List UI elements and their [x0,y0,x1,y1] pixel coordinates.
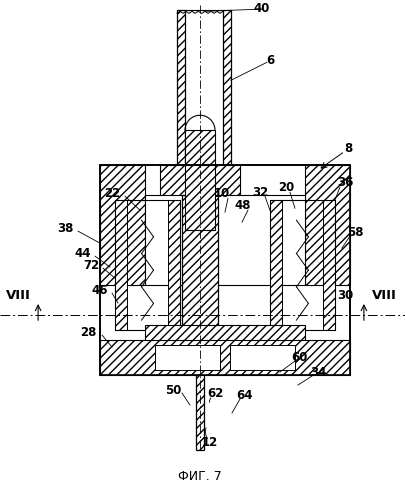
Bar [145,195,304,285]
Bar [100,165,145,285]
Text: 38: 38 [57,222,73,235]
Text: 6: 6 [265,54,273,67]
Text: 60: 60 [291,351,307,364]
Bar [100,165,349,375]
Bar [222,10,230,165]
Bar [168,200,179,330]
Bar [177,10,185,165]
Text: 12: 12 [201,436,217,449]
Bar [322,200,334,330]
Bar [145,325,304,355]
Text: VIII: VIII [6,288,30,301]
Text: 34: 34 [309,366,325,379]
Text: 64: 64 [236,389,253,402]
Bar [229,345,294,370]
Text: 28: 28 [80,326,96,339]
Text: 36: 36 [336,176,352,189]
Text: 40: 40 [253,2,269,15]
Text: ФИГ. 7: ФИГ. 7 [178,470,221,483]
Text: 10: 10 [213,187,230,200]
Bar [160,165,239,230]
Bar [115,200,179,330]
Text: 8: 8 [343,142,351,155]
Text: 50: 50 [164,384,181,397]
Text: 20: 20 [277,181,293,194]
Bar [269,200,334,330]
Bar [269,200,281,330]
Text: 46: 46 [92,283,108,296]
Text: 48: 48 [234,199,251,212]
Text: 58: 58 [346,226,362,239]
Text: 22: 22 [104,187,120,200]
Bar [185,165,215,230]
Bar [185,165,215,230]
Text: 32: 32 [251,186,267,199]
Text: 30: 30 [336,288,352,301]
Bar [100,165,349,375]
Bar [115,200,127,330]
Bar [100,340,349,375]
Text: 62: 62 [206,387,223,400]
Bar [181,195,217,370]
Bar [185,130,215,165]
Bar [155,345,220,370]
Bar [304,165,349,285]
Text: 44: 44 [75,247,91,259]
Text: 72: 72 [83,258,99,271]
Bar [196,370,203,450]
Text: VIII: VIII [371,288,395,301]
